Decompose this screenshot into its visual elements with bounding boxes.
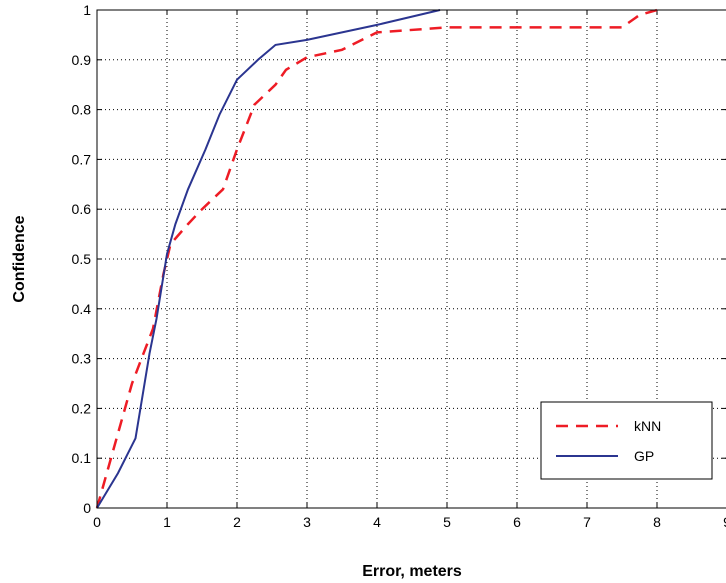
series-line-gp bbox=[96, 9, 441, 509]
y-tick-label: 0.4 bbox=[72, 301, 92, 317]
y-tick-label: 0.2 bbox=[72, 400, 92, 416]
x-tick-label: 9 bbox=[723, 514, 726, 530]
x-tick-label: 2 bbox=[233, 514, 241, 530]
plot-frame bbox=[96, 9, 726, 509]
x-tick-label: 0 bbox=[93, 514, 101, 530]
y-tick-label: 0.1 bbox=[72, 450, 92, 466]
x-tick-label: 3 bbox=[303, 514, 311, 530]
y-tick-labels: 0 0.1 0.2 0.3 0.4 0.5 0.6 0.7 0.8 0.9 1 bbox=[72, 2, 92, 516]
legend-label-gp: GP bbox=[634, 448, 654, 464]
x-tick-label: 7 bbox=[583, 514, 591, 530]
x-tick-label: 1 bbox=[163, 514, 171, 530]
y-tick-label: 0.6 bbox=[72, 201, 92, 217]
legend: kNN GP bbox=[540, 401, 713, 480]
x-tick-label: 6 bbox=[513, 514, 521, 530]
series-layer bbox=[95, 8, 658, 509]
x-tick-label: 5 bbox=[443, 514, 451, 530]
y-tick-label: 0.9 bbox=[72, 52, 92, 68]
x-axis-title: Error, meters bbox=[362, 563, 462, 580]
y-tick-label: 0.8 bbox=[72, 102, 92, 118]
legend-box bbox=[540, 401, 713, 480]
y-tick-label: 0.7 bbox=[72, 151, 92, 167]
x-tick-labels: 0 1 2 3 4 5 6 7 8 9 bbox=[93, 514, 726, 530]
legend-label-knn: kNN bbox=[634, 418, 661, 434]
y-tick-label: 0.5 bbox=[72, 251, 92, 267]
y-axis-title: Confidence bbox=[11, 215, 28, 302]
x-tick-label: 4 bbox=[373, 514, 381, 530]
x-tick-label: 8 bbox=[653, 514, 661, 530]
y-tick-label: 0.3 bbox=[72, 351, 92, 367]
y-tick-label: 0 bbox=[83, 500, 91, 516]
y-tick-label: 1 bbox=[83, 2, 91, 18]
